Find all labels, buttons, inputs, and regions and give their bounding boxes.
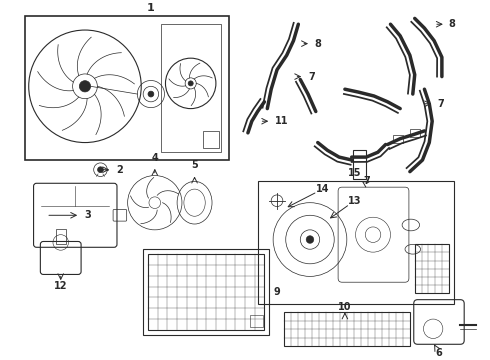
Bar: [143, 249, 269, 334]
Text: 7: 7: [364, 176, 370, 186]
Circle shape: [148, 91, 154, 97]
Bar: [393, 135, 403, 143]
Text: 5: 5: [191, 160, 198, 170]
Text: 7: 7: [308, 72, 315, 82]
Bar: [410, 129, 419, 137]
Text: 13: 13: [348, 196, 361, 206]
Text: 4: 4: [151, 153, 158, 163]
Bar: [148, 254, 265, 330]
Bar: [250, 315, 264, 327]
Bar: [258, 181, 454, 303]
Bar: [56, 229, 66, 244]
Bar: [203, 131, 219, 148]
Bar: [25, 17, 228, 160]
Text: 6: 6: [436, 348, 442, 358]
Text: 12: 12: [54, 281, 68, 291]
Text: 14: 14: [316, 184, 329, 194]
Text: 9: 9: [273, 287, 280, 297]
Circle shape: [98, 167, 103, 172]
Text: 10: 10: [338, 302, 352, 312]
Text: 1: 1: [147, 3, 155, 13]
Bar: [415, 244, 449, 293]
Bar: [161, 24, 221, 152]
Text: 7: 7: [437, 99, 444, 109]
Text: 11: 11: [275, 116, 289, 126]
Text: 8: 8: [449, 19, 456, 29]
Bar: [353, 150, 366, 179]
Circle shape: [306, 236, 314, 243]
Text: 8: 8: [315, 39, 322, 49]
Text: 2: 2: [116, 165, 123, 175]
Text: 15: 15: [348, 168, 361, 179]
Circle shape: [188, 81, 193, 86]
Text: 3: 3: [84, 210, 91, 220]
Circle shape: [79, 81, 91, 92]
Bar: [284, 312, 410, 346]
